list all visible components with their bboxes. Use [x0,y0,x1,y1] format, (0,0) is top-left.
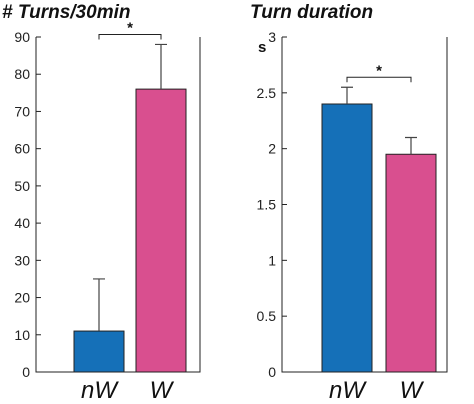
duration-significance-star: * [376,62,382,79]
turns-tick-label: 30 [14,252,30,268]
duration-tick-label: 0 [268,364,276,380]
duration-chart-title: Turn duration [250,2,373,23]
turns-tick-label: 80 [14,66,30,82]
duration-chart: Turn duration s 0 0.5 1 1.5 2 2.5 3 nW W * [250,2,448,404]
turns-categories: nW W [81,377,175,404]
duration-bar-nW [321,103,373,373]
turns-significance-bracket [98,33,162,40]
duration-tick-label: 0.5 [257,308,277,324]
turns-axis-frame [35,37,201,373]
turns-tick-label: 0 [22,364,30,380]
duration-significance-bracket [346,76,412,83]
duration-tick-label: 2.5 [257,85,277,101]
duration-category-label: nW [329,377,367,404]
duration-significance: * [346,62,412,83]
turns-category-label: nW [81,377,119,404]
turns-chart: # Turns/30min 0 10 20 30 40 50 60 70 80 90 nW W * [2,2,201,404]
duration-y-unit: s [258,39,266,56]
turns-tick-label: 50 [14,178,30,194]
turns-significance-star: * [127,19,133,36]
turns-significance: * [98,19,162,40]
turns-bars [73,43,187,373]
turns-bar-W [135,88,187,373]
turns-category-label: W [150,377,175,404]
duration-tick-label: 1.5 [257,197,277,213]
turns-bar-nW [73,330,125,373]
duration-bar-W [385,153,437,373]
duration-bars [321,86,437,373]
duration-tick-label: 3 [268,29,276,45]
turns-tick-label: 70 [14,103,30,119]
turns-y-ticks: 0 10 20 30 40 50 60 70 80 90 [14,29,41,380]
turns-tick-label: 90 [14,29,30,45]
turns-chart-title: # Turns/30min [2,2,130,23]
duration-error-bar-W [405,136,417,155]
duration-error-bar-nW [341,86,353,104]
turns-tick-label: 60 [14,141,30,157]
duration-axis-frame [281,37,448,373]
turns-error-bar-nW [93,278,105,332]
turns-tick-label: 10 [14,327,30,343]
turns-error-bar-W [155,43,167,90]
duration-categories: nW W [329,377,425,404]
duration-tick-label: 2 [268,141,276,157]
duration-category-label: W [400,377,425,404]
turns-tick-label: 20 [14,290,30,306]
duration-tick-label: 1 [268,252,276,268]
turns-tick-label: 40 [14,215,30,231]
